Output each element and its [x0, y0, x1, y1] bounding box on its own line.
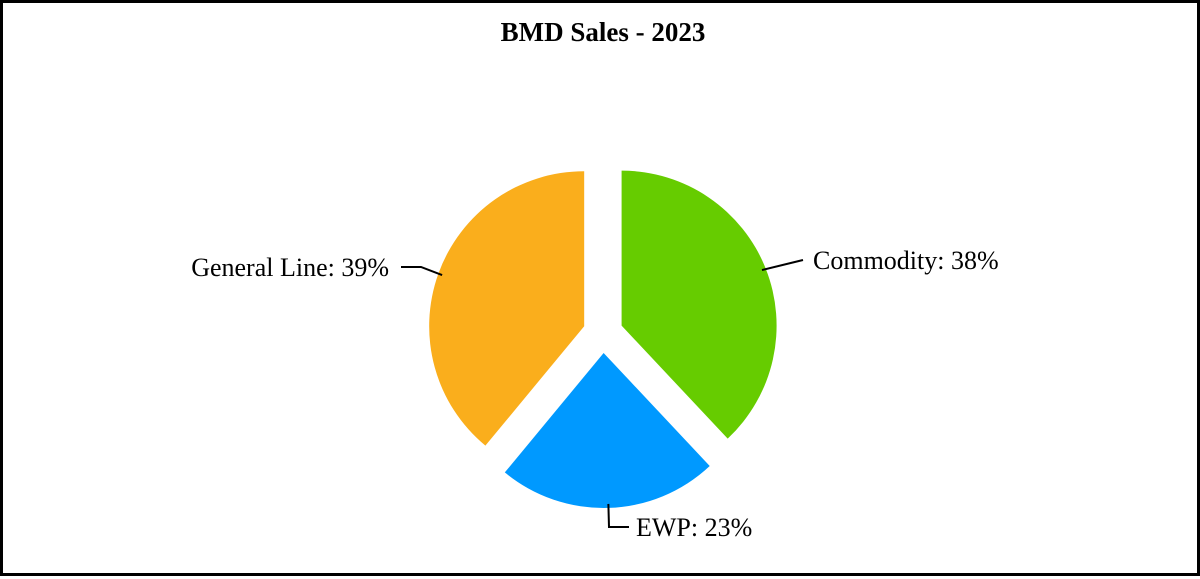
slice-label-commodity: Commodity: 38%: [813, 246, 999, 275]
leader-line-commodity: [761, 259, 804, 272]
slice-label-general-line: General Line: 39%: [191, 253, 389, 282]
chart-title: BMD Sales - 2023: [500, 17, 706, 47]
pie-chart: Commodity: 38% EWP: 23% General Line: 39%: [191, 170, 999, 542]
leader-line-general-line: [401, 266, 443, 277]
slice-label-ewp: EWP: 23%: [636, 513, 752, 542]
leader-line-ewp: [607, 503, 629, 528]
pie-slice-commodity: [621, 170, 777, 439]
pie-slice-general-line: [429, 171, 585, 446]
pie-slice-ewp: [504, 352, 710, 508]
